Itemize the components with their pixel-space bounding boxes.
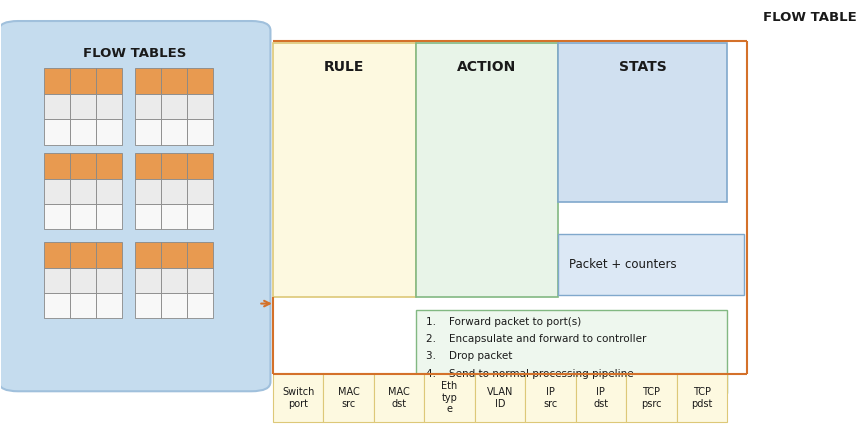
Bar [186,68,212,94]
Bar [44,242,70,268]
Text: 2.    Encapsulate and forward to controller: 2. Encapsulate and forward to controller [426,334,646,344]
Bar [44,68,70,94]
Bar [70,268,96,293]
Bar [44,153,70,178]
Bar [70,94,96,119]
Bar [324,374,374,422]
Bar [135,268,161,293]
Text: 1.    Forward packet to port(s): 1. Forward packet to port(s) [426,317,581,327]
Text: STATS: STATS [619,60,667,74]
Bar [186,153,212,178]
Bar [416,43,559,297]
Text: VLAN
ID: VLAN ID [487,387,514,408]
Bar [559,43,727,202]
Bar [44,268,70,293]
Bar [70,204,96,230]
Bar [44,293,70,318]
Bar [96,242,122,268]
Text: Switch
port: Switch port [282,387,314,408]
Bar [70,119,96,145]
Bar [186,94,212,119]
Bar [416,310,727,393]
Bar [525,374,576,422]
Bar [135,94,161,119]
Bar [186,268,212,293]
Text: ACTION: ACTION [457,60,517,74]
Bar [70,178,96,204]
Bar [161,119,186,145]
Bar [135,242,161,268]
Bar [374,374,424,422]
Bar [70,153,96,178]
Bar [576,374,626,422]
Bar [96,119,122,145]
Text: TCP
psrc: TCP psrc [641,387,662,408]
Bar [161,153,186,178]
Bar [135,119,161,145]
Bar [475,374,525,422]
Bar [186,204,212,230]
Text: FLOW TABLE: FLOW TABLE [763,11,856,24]
Text: Packet + counters: Packet + counters [569,258,676,271]
Bar [424,374,475,422]
Bar [273,43,416,297]
Bar [559,234,744,295]
Bar [135,178,161,204]
Bar [96,268,122,293]
Bar [135,293,161,318]
FancyBboxPatch shape [0,21,270,391]
Bar [44,204,70,230]
Bar [44,178,70,204]
Bar [161,68,186,94]
Bar [676,374,727,422]
Bar [135,68,161,94]
Bar [96,178,122,204]
Bar [186,119,212,145]
Bar [161,178,186,204]
Text: FLOW TABLES: FLOW TABLES [83,47,186,60]
Text: MAC
dst: MAC dst [388,387,410,408]
Text: MAC
src: MAC src [338,387,359,408]
Bar [44,119,70,145]
Text: IP
src: IP src [543,387,558,408]
Bar [161,268,186,293]
Bar [273,374,324,422]
Bar [161,293,186,318]
Bar [70,68,96,94]
Bar [96,204,122,230]
Bar [96,68,122,94]
Bar [44,94,70,119]
Bar [135,153,161,178]
Bar [161,204,186,230]
Text: RULE: RULE [324,60,365,74]
Bar [96,94,122,119]
Text: TCP
pdst: TCP pdst [691,387,713,408]
Bar [186,242,212,268]
Bar [186,293,212,318]
Bar [70,242,96,268]
Bar [161,94,186,119]
Bar [96,293,122,318]
Text: IP
dst: IP dst [593,387,609,408]
Text: 3.    Drop packet: 3. Drop packet [426,351,513,361]
Bar [161,242,186,268]
Bar [186,178,212,204]
Text: Eth
typ
e: Eth typ e [442,381,458,414]
Bar [70,293,96,318]
Text: 4.    Send to normal processing pipeline: 4. Send to normal processing pipeline [426,368,634,379]
Bar [135,204,161,230]
Bar [96,153,122,178]
Bar [626,374,676,422]
